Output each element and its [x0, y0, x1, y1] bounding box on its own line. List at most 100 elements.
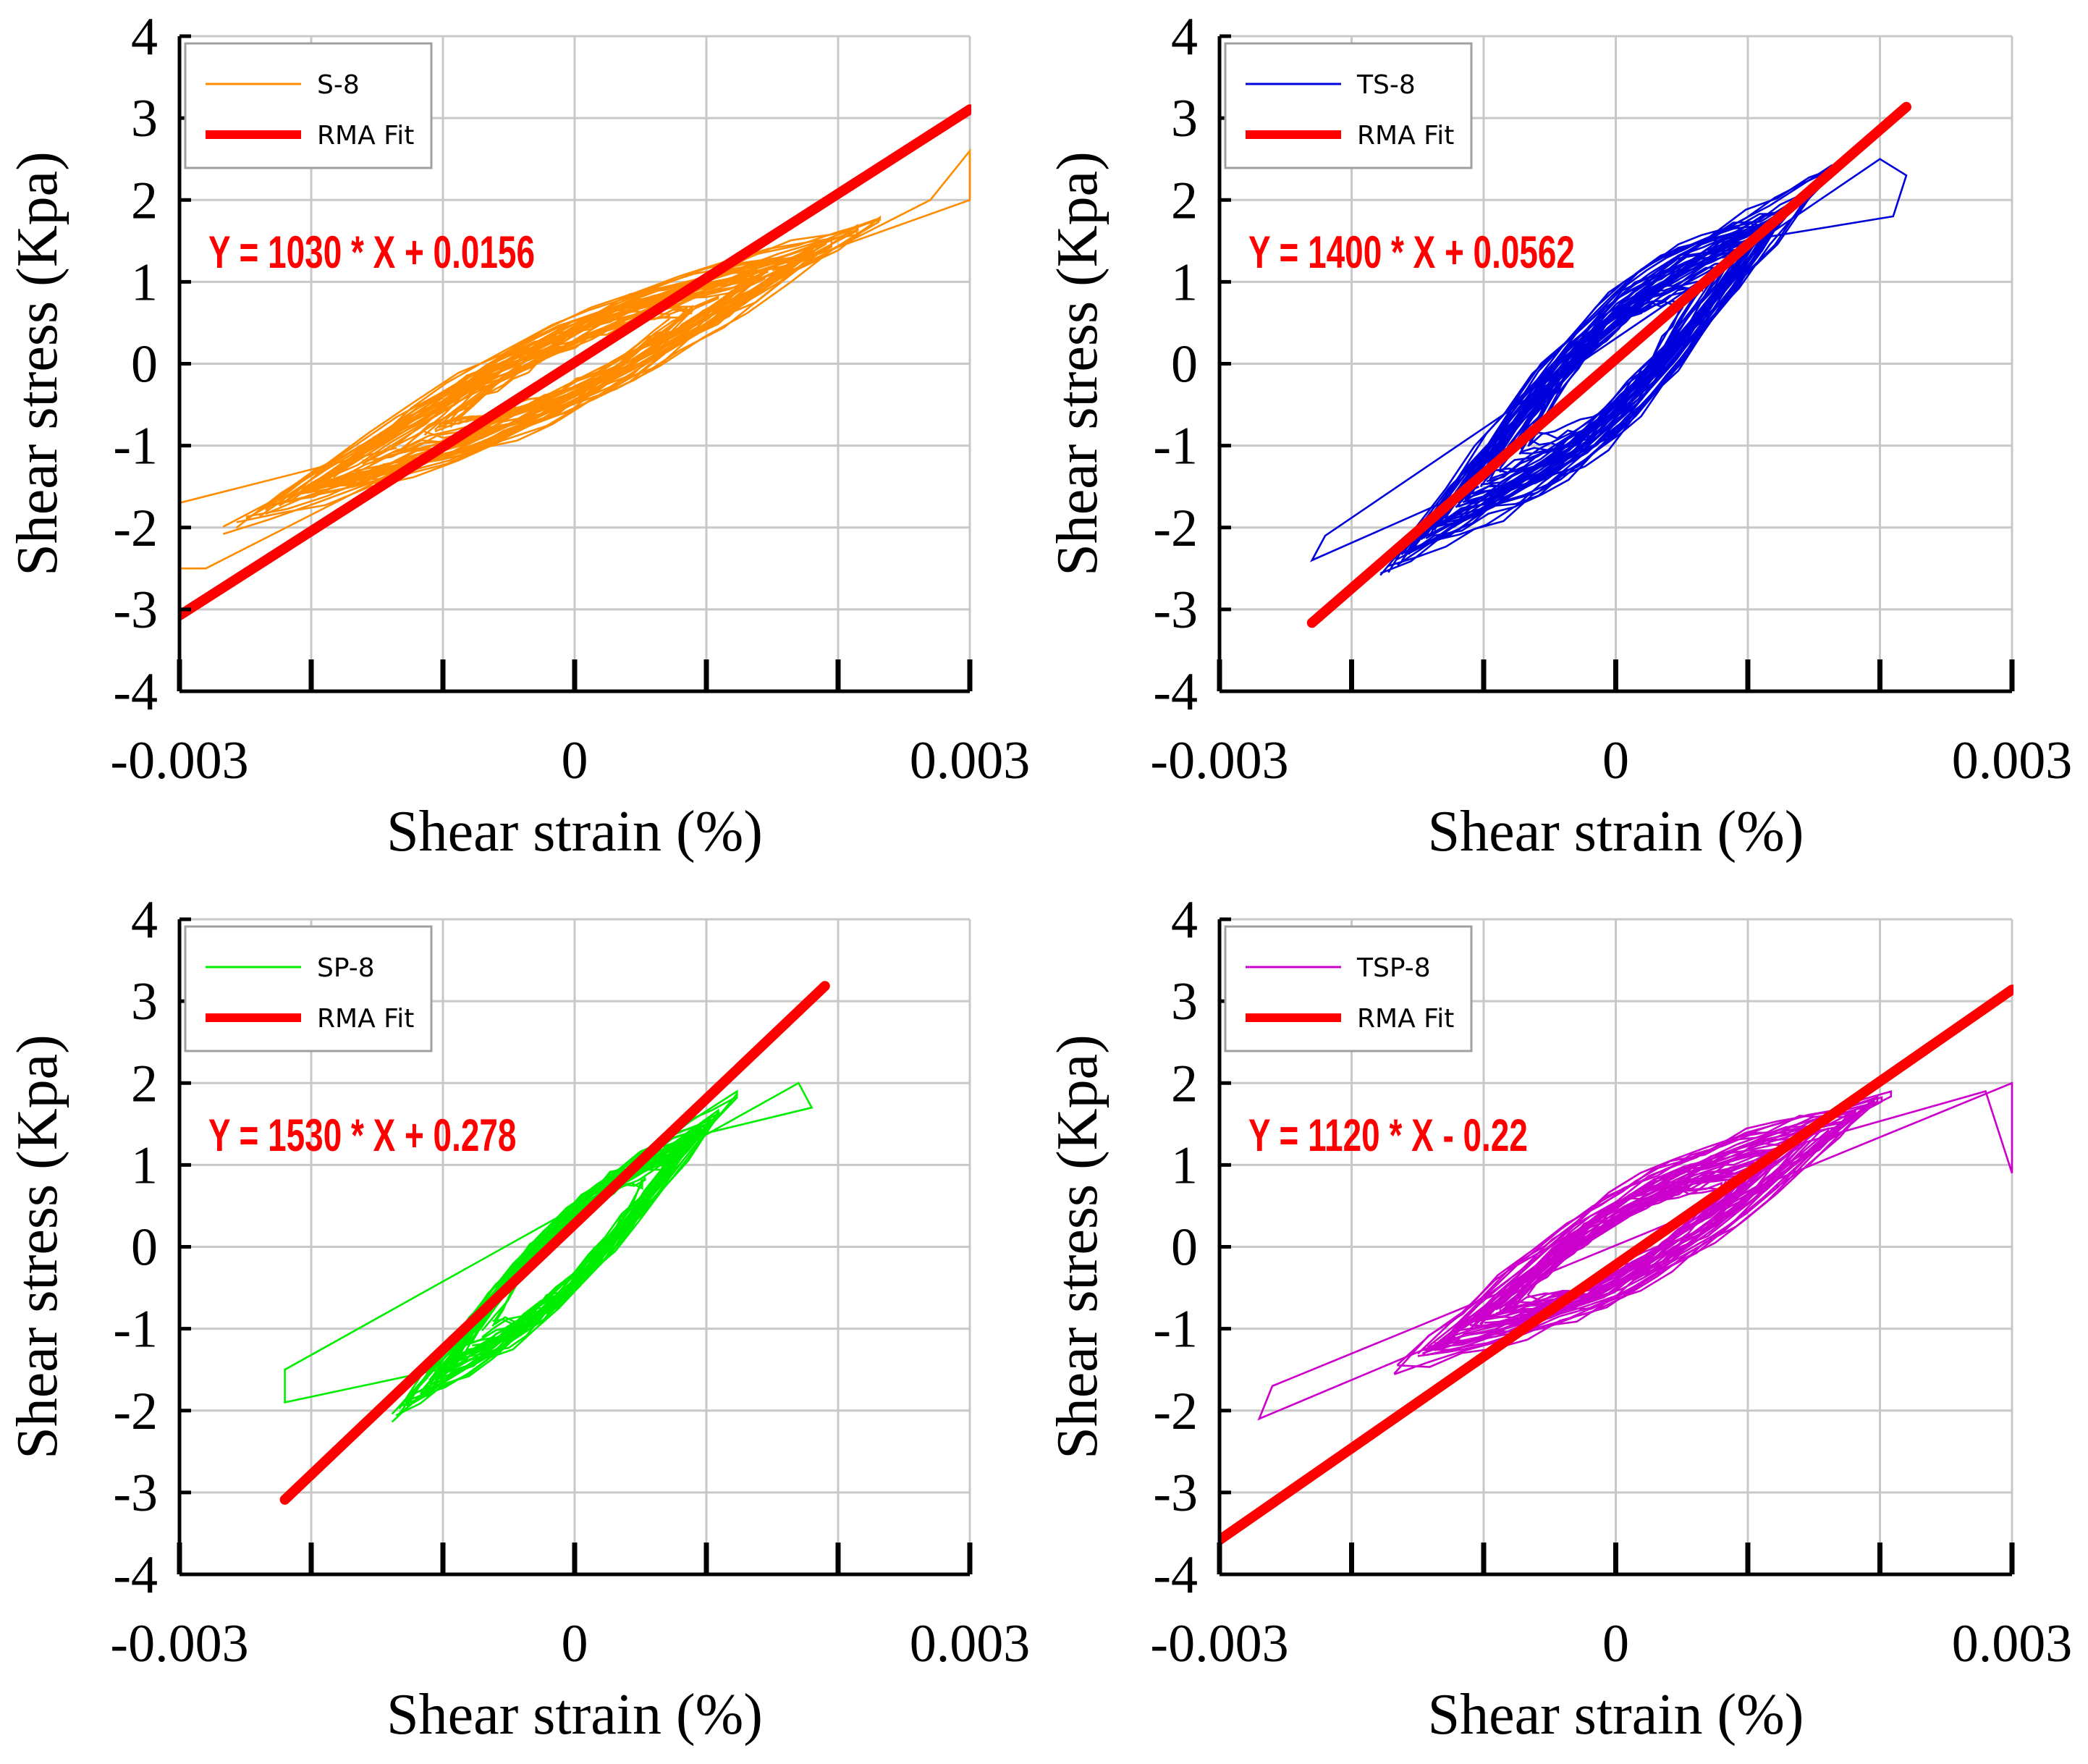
hysteresis-loop — [493, 1176, 646, 1325]
y-tick-label: 4 — [131, 890, 158, 950]
x-tick-label: -0.003 — [1150, 731, 1288, 790]
y-tick-label: -1 — [113, 417, 158, 476]
legend-label: TS-8 — [1356, 70, 1416, 100]
y-axis-title: Shear stress (Kpa) — [6, 1034, 69, 1459]
hysteresis-loop — [471, 1165, 663, 1346]
y-tick-label: 0 — [131, 1218, 158, 1278]
y-tick-label: 3 — [1171, 89, 1198, 148]
x-tick-label: 0.003 — [910, 731, 1031, 790]
x-tick-label: 0 — [562, 1614, 588, 1674]
y-tick-label: 3 — [1171, 972, 1198, 1031]
hysteresis-loop — [313, 270, 761, 489]
y-tick-label: 0 — [1171, 1218, 1198, 1278]
y-tick-label: 0 — [1171, 335, 1198, 394]
panel-top-right: 4 3 2 1 0 -1 -2 -3 -4 -0.003 0 0.003 Shear strain (%… — [1046, 7, 2072, 864]
y-tick-label: -1 — [1153, 417, 1198, 476]
x-axis-title: Shear strain (%) — [386, 1683, 763, 1747]
legend: TSP-8 RMA Fit — [1224, 925, 1473, 1052]
legend-label: RMA Fit — [1357, 1004, 1454, 1034]
y-tick-label: 1 — [1171, 253, 1198, 312]
fit-equation: Y = 1530 * X + 0.278 — [208, 1110, 516, 1161]
hysteresis-loop — [491, 1178, 643, 1327]
hysteresis-loop — [434, 1136, 688, 1381]
y-tick-label: -4 — [113, 662, 158, 722]
hysteresis-loop — [245, 242, 821, 520]
y-tick-label: 4 — [131, 7, 158, 67]
x-axis-title: Shear strain (%) — [1428, 800, 1804, 864]
y-tick-label: -3 — [1153, 581, 1198, 640]
y-tick-label: 1 — [131, 253, 158, 312]
legend-label: RMA Fit — [1357, 121, 1454, 151]
y-tick-label: -4 — [1153, 662, 1198, 722]
legend: SP-8 RMA Fit — [184, 925, 433, 1052]
y-tick-label: -4 — [113, 1545, 158, 1605]
y-tick-label: 2 — [1171, 1054, 1198, 1113]
hysteresis-loop — [395, 1091, 738, 1417]
fit-equation: Y = 1030 * X + 0.0156 — [208, 227, 535, 278]
hysteresis-loop — [391, 295, 719, 454]
y-tick-label: -1 — [1153, 1300, 1198, 1359]
rma-fit-line — [1220, 984, 2013, 1545]
hysteresis-loop — [319, 238, 828, 487]
y-tick-label: -2 — [113, 499, 158, 558]
hysteresis-loop — [439, 1152, 673, 1377]
legend-box — [184, 42, 433, 169]
legend: TS-8 RMA Fit — [1224, 42, 1473, 169]
y-tick-label: -3 — [113, 1464, 158, 1523]
y-axis-title: Shear stress (Kpa) — [1046, 151, 1109, 575]
y-tick-label: 2 — [131, 171, 158, 230]
legend-label: RMA Fit — [317, 1004, 414, 1034]
legend-label: TSP-8 — [1356, 953, 1431, 983]
y-axis-title: Shear stress (Kpa) — [6, 151, 69, 575]
y-tick-label: -4 — [1153, 1545, 1198, 1605]
y-tick-label: -1 — [113, 1300, 158, 1359]
panel-bottom-right: 4 3 2 1 0 -1 -2 -3 -4 -0.003 0 0.003 Shear strain (%… — [1046, 890, 2072, 1747]
hysteresis-outer-loop — [1309, 158, 1908, 562]
x-axis-title: Shear strain (%) — [386, 800, 763, 864]
y-tick-label: 2 — [1171, 171, 1198, 230]
gridlines — [179, 35, 971, 691]
y-tick-label: 0 — [131, 335, 158, 394]
rma-fit-line — [1306, 101, 1911, 628]
y-tick-label: -2 — [1153, 1382, 1198, 1441]
y-tick-label: 3 — [131, 972, 158, 1031]
series-S-8 — [179, 148, 971, 570]
panel-bottom-left: 4 3 2 1 0 -1 -2 -3 -4 -0.003 0 0.003 Shear strain (%… — [6, 890, 1030, 1747]
x-tick-label: -0.003 — [110, 731, 248, 790]
hysteresis-loop — [406, 1108, 719, 1408]
y-tick-label: 4 — [1171, 7, 1198, 67]
x-tick-label: -0.003 — [1150, 1614, 1288, 1674]
legend-box — [184, 925, 433, 1052]
legend: S-8 RMA Fit — [184, 42, 433, 169]
x-tick-label: 0.003 — [1952, 1614, 2073, 1674]
hysteresis-loop — [1393, 1094, 1879, 1375]
fit-equation: Y = 1400 * X + 0.0562 — [1248, 227, 1575, 278]
y-tick-label: 4 — [1171, 890, 1198, 950]
y-tick-label: -2 — [113, 1382, 158, 1441]
gridlines — [179, 918, 971, 1574]
y-tick-label: 1 — [131, 1136, 158, 1195]
x-tick-label: 0.003 — [1952, 731, 2073, 790]
hysteresis-loop — [455, 304, 693, 423]
y-axis-title: Shear stress (Kpa) — [1046, 1034, 1109, 1459]
x-tick-label: 0 — [1602, 1614, 1629, 1674]
y-tick-label: 3 — [131, 89, 158, 148]
legend-box — [1224, 925, 1473, 1052]
legend-box — [1224, 42, 1473, 169]
rma-fit-line — [279, 981, 830, 1505]
y-tick-label: 1 — [1171, 1136, 1198, 1195]
hysteresis-outer-loop — [179, 148, 971, 570]
hysteresis-loop — [444, 1144, 685, 1370]
hysteresis-outer-loop — [1257, 1081, 2013, 1421]
hysteresis-loop — [1442, 1129, 1821, 1343]
y-tick-label: -3 — [113, 581, 158, 640]
y-tick-label: 2 — [131, 1054, 158, 1113]
fit-equation: Y = 1120 * X - 0.22 — [1248, 1110, 1528, 1161]
y-tick-label: -2 — [1153, 499, 1198, 558]
x-tick-label: 0 — [1602, 731, 1629, 790]
legend-label: SP-8 — [317, 953, 375, 983]
panel-top-left: 4 3 2 1 0 -1 -2 -3 -4 -0.003 0 0.003 Shear strain (%… — [6, 7, 1030, 864]
y-tick-label: -3 — [1153, 1464, 1198, 1523]
x-tick-label: 0.003 — [910, 1614, 1031, 1674]
